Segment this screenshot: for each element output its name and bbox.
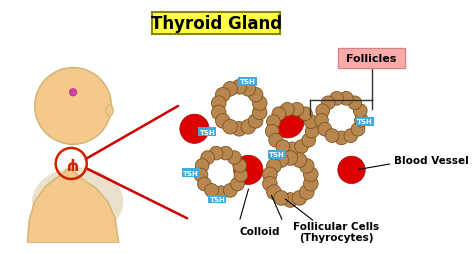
Circle shape (241, 120, 255, 134)
Circle shape (330, 92, 344, 106)
Circle shape (180, 115, 209, 144)
Circle shape (355, 114, 368, 128)
Circle shape (211, 97, 226, 111)
Text: Follicles: Follicles (346, 53, 397, 63)
Circle shape (252, 106, 267, 120)
Circle shape (228, 151, 241, 165)
Circle shape (265, 125, 279, 138)
Circle shape (233, 159, 246, 173)
Circle shape (219, 147, 233, 160)
Circle shape (210, 147, 223, 160)
Circle shape (303, 167, 318, 182)
FancyBboxPatch shape (338, 48, 405, 68)
Text: ψ: ψ (65, 156, 77, 171)
Circle shape (348, 97, 362, 110)
Circle shape (302, 134, 316, 148)
Text: Colloid: Colloid (240, 226, 281, 236)
Circle shape (304, 115, 318, 129)
Circle shape (276, 140, 290, 154)
Circle shape (69, 89, 77, 97)
Circle shape (305, 125, 319, 138)
Circle shape (248, 88, 263, 103)
Text: TSH: TSH (269, 152, 284, 158)
Text: Follicular Cells: Follicular Cells (293, 221, 379, 232)
Circle shape (315, 114, 328, 128)
Circle shape (338, 156, 365, 184)
Circle shape (285, 142, 299, 156)
Circle shape (194, 168, 208, 182)
Circle shape (272, 107, 286, 121)
Text: TSH: TSH (200, 129, 215, 135)
Text: TSH: TSH (210, 196, 225, 202)
Ellipse shape (32, 168, 123, 236)
Circle shape (283, 151, 298, 166)
Polygon shape (27, 168, 118, 243)
Circle shape (211, 106, 226, 120)
Circle shape (303, 177, 318, 191)
Text: Blood Vessel: Blood Vessel (394, 155, 469, 165)
Circle shape (274, 191, 289, 205)
Circle shape (263, 167, 277, 182)
Circle shape (325, 129, 339, 143)
Text: TSH: TSH (183, 170, 199, 176)
Circle shape (351, 123, 365, 137)
Ellipse shape (106, 106, 113, 117)
Circle shape (201, 151, 214, 165)
Circle shape (321, 97, 335, 110)
Circle shape (35, 68, 111, 145)
Circle shape (274, 153, 289, 168)
Circle shape (344, 129, 358, 143)
Circle shape (252, 97, 267, 111)
Circle shape (231, 178, 244, 191)
Circle shape (335, 132, 348, 145)
Circle shape (339, 92, 353, 106)
Circle shape (316, 104, 329, 118)
Circle shape (300, 159, 314, 173)
Text: Thyroid Gland: Thyroid Gland (151, 15, 282, 33)
Circle shape (300, 185, 314, 200)
Circle shape (299, 107, 312, 121)
Circle shape (266, 115, 280, 129)
Circle shape (295, 140, 309, 154)
Circle shape (198, 178, 211, 191)
Circle shape (283, 193, 298, 208)
Circle shape (266, 159, 281, 173)
Circle shape (271, 106, 304, 138)
Circle shape (248, 114, 263, 129)
Circle shape (266, 185, 281, 200)
Circle shape (216, 88, 230, 103)
Circle shape (223, 184, 237, 197)
Circle shape (269, 134, 283, 148)
Circle shape (292, 153, 307, 168)
Circle shape (354, 104, 367, 118)
Circle shape (223, 82, 237, 97)
Circle shape (232, 80, 246, 95)
Circle shape (281, 103, 294, 117)
Circle shape (318, 123, 332, 137)
Circle shape (205, 184, 219, 197)
Circle shape (241, 82, 255, 97)
Circle shape (232, 122, 246, 137)
Circle shape (263, 177, 277, 191)
Circle shape (234, 168, 248, 182)
Text: TSH: TSH (357, 119, 373, 125)
Circle shape (223, 120, 237, 134)
Circle shape (290, 103, 304, 117)
Circle shape (195, 159, 209, 173)
Circle shape (216, 114, 230, 129)
FancyBboxPatch shape (153, 13, 280, 35)
Circle shape (234, 156, 263, 185)
Circle shape (214, 186, 228, 200)
Text: TSH: TSH (239, 79, 255, 85)
Circle shape (292, 191, 307, 205)
Text: (Thyrocytes): (Thyrocytes) (299, 232, 373, 242)
